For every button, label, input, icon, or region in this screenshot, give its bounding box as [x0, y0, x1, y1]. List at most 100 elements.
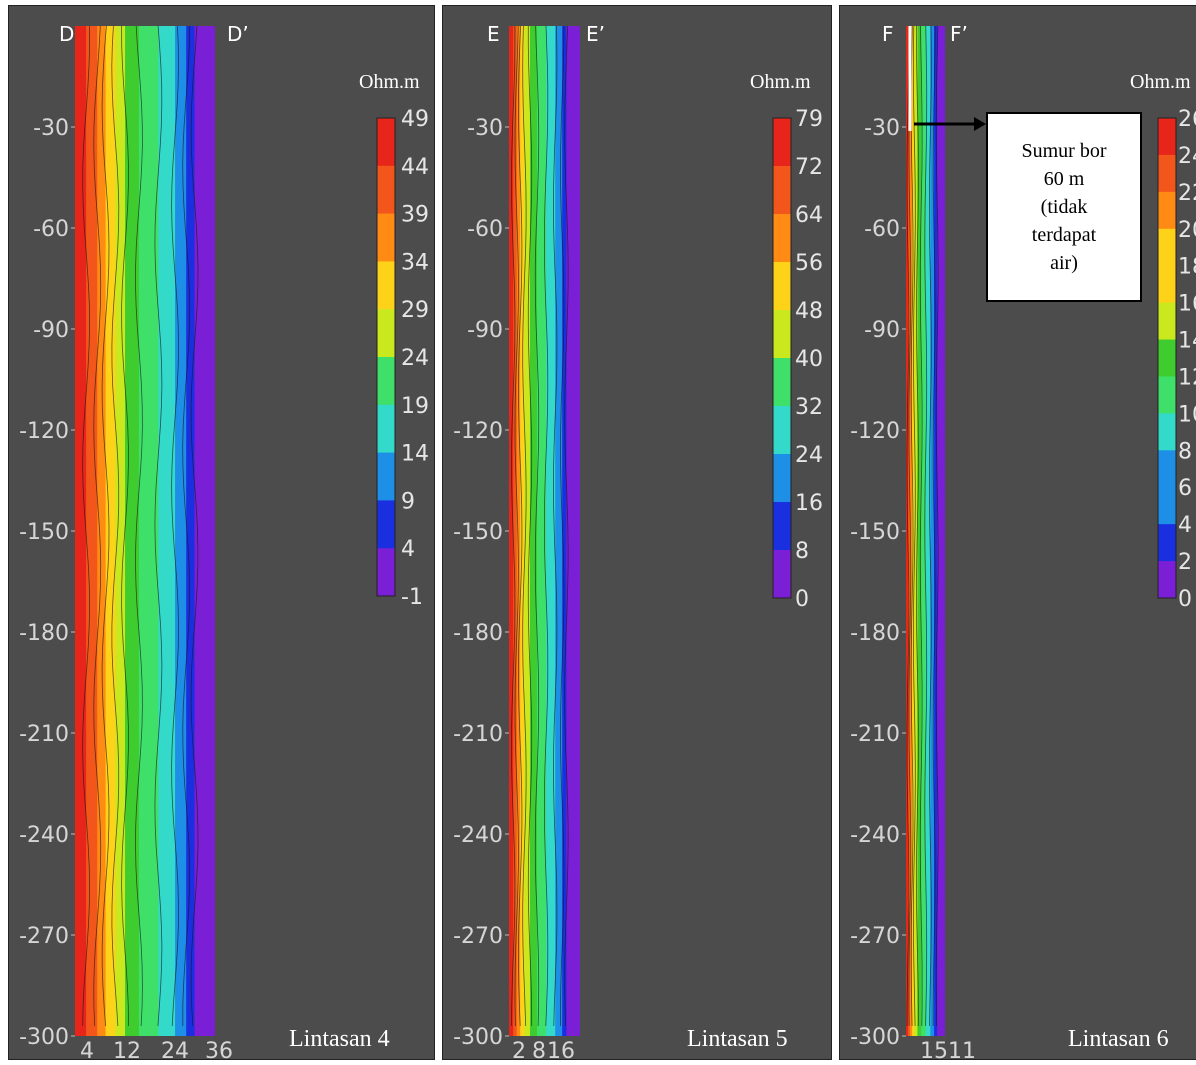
contour-line: [908, 25, 912, 1027]
y-tick-label: -120: [453, 419, 503, 444]
x-tick-label: 8: [532, 1039, 546, 1059]
section-start-label: D: [59, 22, 74, 46]
resistivity-band-0: [75, 26, 88, 1036]
colorbar-frame: [1157, 117, 1177, 599]
resistivity-band-3: [105, 26, 117, 1036]
colorbar-label: 4: [401, 537, 415, 562]
colorbar-label: 48: [795, 299, 823, 324]
colorbar-label: 24: [401, 346, 429, 371]
contour-line: [171, 25, 180, 1027]
resistivity-band-8: [930, 26, 936, 1036]
y-tick-label: -120: [850, 419, 900, 444]
contour-line: [182, 25, 191, 1026]
y-tick-label: -150: [453, 520, 503, 545]
colorbar-segment: [1158, 265, 1176, 304]
contour-line: [553, 25, 558, 1027]
resistivity-band-7: [546, 26, 557, 1036]
colorbar-label: 0: [1178, 587, 1192, 612]
x-tick-label: 16: [547, 1039, 575, 1059]
annotation-line-5: air): [1050, 252, 1078, 274]
y-tick-label: -210: [850, 722, 900, 747]
colorbar-frame: [772, 117, 792, 599]
contour-line: [906, 26, 910, 1027]
y-tick-label: -90: [467, 318, 503, 343]
section-end-label: D’: [227, 22, 249, 46]
contour-line: [928, 25, 932, 1027]
colorbar-segment: [1158, 561, 1176, 599]
contour-line: [111, 25, 120, 1027]
chart-title: Lintasan 5: [687, 1026, 788, 1052]
colorbar-label: 56: [795, 251, 823, 276]
y-tick-label: -270: [19, 924, 69, 949]
colorbar-segment: [1158, 524, 1176, 562]
colorbar-label: 40: [795, 347, 823, 372]
contour-line: [154, 25, 163, 1027]
resistivity-band-5: [530, 26, 538, 1036]
colorbar-label: 12: [1178, 365, 1196, 390]
y-tick-label: -60: [467, 217, 503, 242]
borehole-arrow-head: [974, 117, 986, 131]
y-tick-label: -180: [850, 621, 900, 646]
annotation-line-4: terdapat: [1031, 224, 1097, 246]
contour-line: [511, 26, 516, 1027]
colorbar-label: 16: [1178, 292, 1196, 317]
y-tick-label: -60: [33, 217, 69, 242]
contour-line: [527, 26, 533, 1027]
y-tick-label: -120: [19, 419, 69, 444]
colorbar-segment: [1158, 376, 1176, 414]
colorbar-label: 64: [795, 203, 823, 228]
contour-line: [910, 25, 914, 1027]
annotation-line-2: 60 m: [1043, 168, 1085, 190]
colorbar-label: 49: [401, 107, 429, 132]
resistivity-band-10: [566, 26, 580, 1036]
contour-line: [560, 25, 565, 1026]
colorbar-segment: [1158, 413, 1176, 451]
contour-line: [912, 25, 916, 1027]
resistivity-band-9: [186, 26, 196, 1036]
resistivity-band-1: [907, 26, 911, 1036]
colorbar-label: 79: [795, 107, 823, 132]
resistivity-band-0: [509, 26, 515, 1036]
colorbar-label: 34: [401, 250, 429, 275]
resistivity-band-4: [914, 26, 919, 1036]
colorbar-segment: [377, 118, 395, 167]
colorbar-segment: [773, 166, 791, 215]
colorbar-label: 14: [1178, 329, 1196, 354]
colorbar-segment: [773, 118, 791, 167]
y-tick-label: -240: [19, 823, 69, 848]
colorbar-unit: Ohm.m: [1130, 71, 1191, 93]
resistivity-band-2: [97, 26, 107, 1036]
x-tick-label: 24: [161, 1039, 189, 1059]
colorbar-label: 9: [401, 489, 415, 514]
resistivity-band-9: [562, 26, 568, 1036]
contour-line: [190, 25, 199, 1027]
colorbar-unit: Ohm.m: [359, 71, 420, 93]
colorbar-segment: [773, 454, 791, 503]
colorbar-label: 29: [401, 298, 429, 323]
colorbar-segment: [773, 550, 791, 599]
resistivity-band-8: [555, 26, 564, 1036]
y-tick-label: -270: [453, 924, 503, 949]
resistivity-band-4: [115, 26, 127, 1036]
colorbar-label: 8: [1178, 439, 1192, 464]
colorbar-label: 22: [1178, 181, 1196, 206]
y-tick-label: -240: [850, 823, 900, 848]
colorbar-segment: [773, 262, 791, 311]
y-tick-label: -300: [850, 1025, 900, 1050]
colorbar-label: 10: [1178, 402, 1196, 427]
borehole-annotation: Sumur bor 60 m (tidak terdapat air): [986, 112, 1142, 302]
contour-line: [935, 25, 939, 1027]
chart-lintasan-6: -30 -60 -90 -120 -150 -180 -210 -240 -270 -300 151…: [850, 22, 1196, 1059]
resistivity-band-7: [925, 26, 932, 1036]
contour-line: [135, 25, 143, 1027]
resistivity-band-6: [921, 26, 927, 1036]
colorbar-unit: Ohm.m: [750, 71, 811, 93]
annotation-line-3: (tidak: [1040, 196, 1088, 218]
contour-line: [518, 25, 523, 1027]
resistivity-band-6: [537, 26, 548, 1036]
y-tick-label: -90: [864, 318, 900, 343]
contour-line: [564, 25, 569, 1027]
colorbar-label: 20: [1178, 218, 1196, 243]
colorbar-segment: [1158, 228, 1176, 267]
